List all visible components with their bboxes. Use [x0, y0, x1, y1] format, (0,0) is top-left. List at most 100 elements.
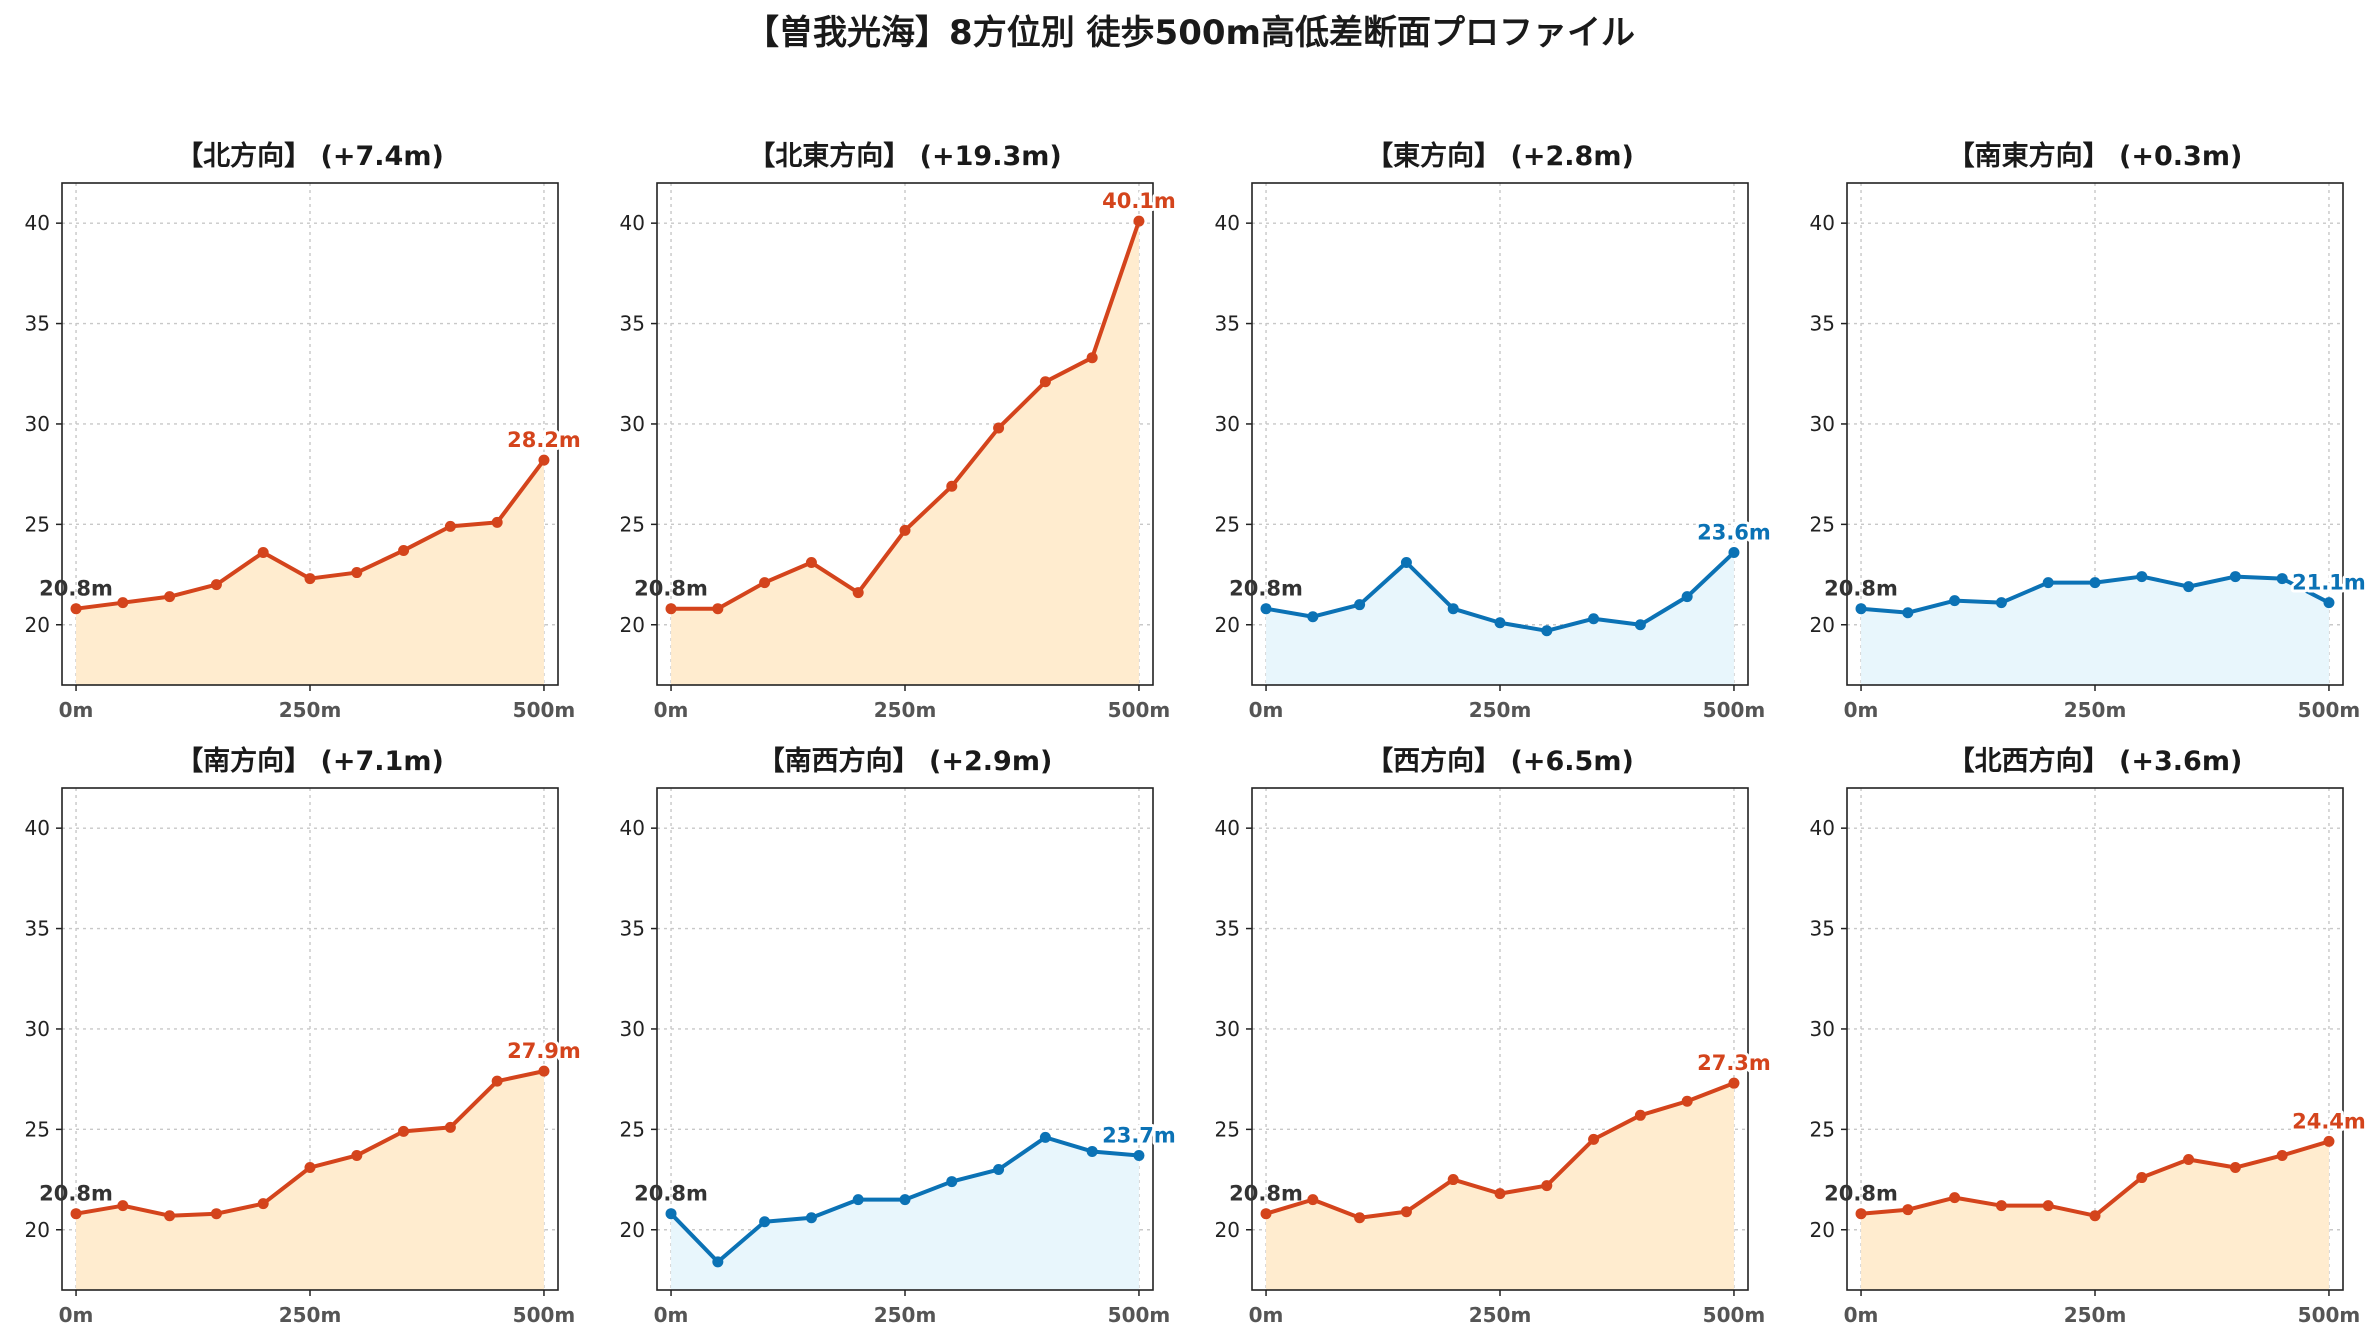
panel-title: 【北西方向】 (+3.6m)	[1948, 745, 2243, 777]
y-tick-label: 40	[25, 816, 50, 840]
y-tick-label: 25	[1810, 1117, 1835, 1141]
data-point	[1307, 1194, 1319, 1206]
panel-title: 【東方向】 (+2.8m)	[1366, 140, 1634, 172]
y-tick-label: 30	[25, 1017, 50, 1041]
end-value-label: 28.2m	[507, 428, 581, 452]
x-tick-label: 250m	[279, 1303, 342, 1327]
panel-1: 【北方向】 (+7.4m) 20 25 30 35 40 0m 250m 500m 20.8m 28…	[25, 140, 584, 722]
y-tick-label: 35	[1215, 917, 1240, 941]
data-point	[257, 546, 269, 558]
y-tick-label: 35	[620, 917, 645, 941]
data-point	[2089, 577, 2101, 589]
x-tick-label: 500m	[2298, 1303, 2361, 1327]
x-tick-label: 250m	[279, 698, 342, 722]
panel-6: 【南西方向】 (+2.9m) 20 25 30 35 40 0m 250m 500m 20.8m 2…	[620, 745, 1179, 1327]
data-point	[2323, 1135, 2335, 1147]
y-tick-label: 35	[25, 312, 50, 336]
data-point	[2136, 571, 2148, 583]
x-tick-label: 0m	[59, 698, 94, 722]
start-value-label: 20.8m	[39, 577, 113, 601]
data-point	[398, 544, 410, 556]
y-tick-label: 20	[1810, 1218, 1835, 1242]
y-tick-label: 40	[620, 211, 645, 235]
data-point	[257, 1198, 269, 1210]
data-point	[1855, 1208, 1867, 1220]
data-point	[665, 603, 677, 615]
panel-title: 【西方向】 (+6.5m)	[1366, 745, 1634, 777]
end-value-label: 21.1m	[2292, 571, 2366, 595]
y-tick-label: 30	[1215, 412, 1240, 436]
x-tick-label: 0m	[1844, 698, 1879, 722]
data-point	[2276, 1149, 2288, 1161]
y-tick-label: 20	[25, 613, 50, 637]
data-point	[351, 1149, 363, 1161]
data-point	[1354, 1212, 1366, 1224]
end-value-label-halo: 27.9m	[507, 1039, 581, 1063]
data-point	[70, 603, 82, 615]
data-point	[1949, 595, 1961, 607]
data-point	[665, 1208, 677, 1220]
data-point	[538, 454, 550, 466]
panel-5: 【南方向】 (+7.1m) 20 25 30 35 40 0m 250m 500m 20.8m 27…	[25, 745, 584, 1327]
data-point	[1039, 1131, 1051, 1143]
data-point	[1902, 1204, 1914, 1216]
panel-3: 【東方向】 (+2.8m) 20 25 30 35 40 0m 250m 500m 20.8m 23…	[1215, 140, 1774, 722]
panel-title: 【北方向】 (+7.4m)	[176, 140, 444, 172]
x-tick-label: 0m	[1249, 1303, 1284, 1327]
end-value-label: 27.9m	[507, 1039, 581, 1063]
data-point	[117, 1200, 129, 1212]
x-tick-label: 0m	[1249, 698, 1284, 722]
end-value-label-halo: 24.4m	[2292, 1109, 2366, 1133]
data-point	[1728, 1077, 1740, 1089]
y-tick-label: 25	[620, 1117, 645, 1141]
data-point	[351, 567, 363, 579]
end-value-label-halo: 23.7m	[1102, 1123, 1176, 1147]
y-tick-label: 20	[620, 613, 645, 637]
y-tick-label: 25	[1215, 512, 1240, 536]
data-point	[1400, 1206, 1412, 1218]
data-point	[1728, 546, 1740, 558]
figure-title: 【曽我光海】8方位別 徒歩500m高低差断面プロファイル	[745, 13, 1635, 53]
panel-4: 【南東方向】 (+0.3m) 20 25 30 35 40 0m 250m 500m 20.8m 2…	[1810, 140, 2369, 722]
y-tick-label: 35	[1215, 312, 1240, 336]
area-fill	[1266, 1083, 1734, 1290]
area-fill	[1861, 576, 2329, 685]
area-fill	[76, 1071, 544, 1290]
x-tick-label: 250m	[874, 1303, 937, 1327]
panel-title: 【南東方向】 (+0.3m)	[1948, 140, 2243, 172]
panel-8: 【北西方向】 (+3.6m) 20 25 30 35 40 0m 250m 500m 20.8m 2…	[1810, 745, 2369, 1327]
data-point	[2229, 1162, 2241, 1174]
data-point	[2136, 1172, 2148, 1184]
y-tick-label: 30	[1215, 1017, 1240, 1041]
x-tick-label: 500m	[1108, 1303, 1171, 1327]
data-point	[946, 480, 958, 492]
data-point	[1541, 1180, 1553, 1192]
end-value-label-halo: 21.1m	[2292, 571, 2366, 595]
data-point	[304, 1162, 316, 1174]
x-tick-label: 250m	[2064, 1303, 2127, 1327]
data-point	[1494, 1188, 1506, 1200]
x-tick-label: 500m	[1108, 698, 1171, 722]
data-point	[946, 1176, 958, 1188]
y-tick-label: 35	[25, 917, 50, 941]
data-point	[210, 579, 222, 591]
data-point	[712, 603, 724, 615]
data-point	[2183, 1153, 2195, 1165]
data-point	[852, 587, 864, 599]
y-tick-label: 20	[620, 1218, 645, 1242]
data-point	[1588, 1133, 1600, 1145]
data-point	[1039, 376, 1051, 388]
panel-7: 【西方向】 (+6.5m) 20 25 30 35 40 0m 250m 500m 20.8m 27…	[1215, 745, 1774, 1327]
y-tick-label: 30	[1810, 1017, 1835, 1041]
data-point	[1681, 591, 1693, 603]
start-value-label: 20.8m	[1229, 1182, 1303, 1206]
y-tick-label: 30	[25, 412, 50, 436]
data-point	[1541, 625, 1553, 637]
y-tick-label: 40	[1215, 816, 1240, 840]
start-value-label: 20.8m	[39, 1182, 113, 1206]
area-fill	[671, 221, 1139, 686]
x-tick-label: 250m	[874, 698, 937, 722]
data-point	[304, 573, 316, 585]
x-tick-label: 250m	[1469, 1303, 1532, 1327]
